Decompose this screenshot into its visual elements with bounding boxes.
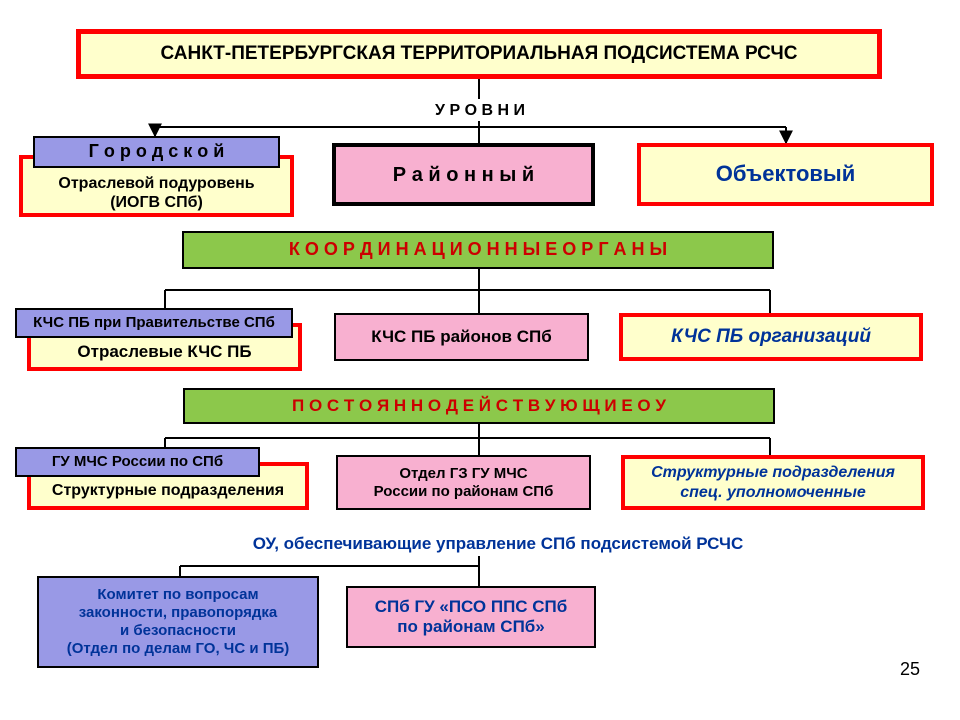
node-levels_label: У Р О В Н И <box>400 99 560 123</box>
node-title: САНКТ-ПЕТЕРБУРГСКАЯ ТЕРРИТОРИАЛЬНАЯ ПОДС… <box>76 29 882 79</box>
node-coord_left: КЧС ПБ при Правительстве СПб <box>15 308 293 338</box>
node-coord_right: КЧС ПБ организаций <box>619 313 923 361</box>
node-ou_label: ОУ, обеспечивающие управление СПб подсис… <box>198 532 798 556</box>
node-perm_mid: Отдел ГЗ ГУ МЧС России по районам СПб <box>336 455 591 510</box>
page-number: 25 <box>900 659 920 680</box>
node-coord_mid: КЧС ПБ районов СПб <box>334 313 589 361</box>
node-lvl_object: Объектовый <box>637 143 934 206</box>
node-perm_right: Структурные подразделения спец. уполномо… <box>621 455 925 510</box>
node-lvl_district: Р а й о н н ы й <box>332 143 595 206</box>
node-perm_left: ГУ МЧС России по СПб <box>15 447 260 477</box>
node-ou_left: Комитет по вопросам законности, правопор… <box>37 576 319 668</box>
node-perm_header: П О С Т О Я Н Н О Д Е Й С Т В У Ю Щ И Е … <box>183 388 775 424</box>
node-coord_header: К О О Р Д И Н А Ц И О Н Н Ы Е О Р Г А Н … <box>182 231 774 269</box>
node-ou_mid: СПб ГУ «ПСО ППС СПб по районам СПб» <box>346 586 596 648</box>
node-lvl_city: Г о р о д с к о й <box>33 136 280 168</box>
